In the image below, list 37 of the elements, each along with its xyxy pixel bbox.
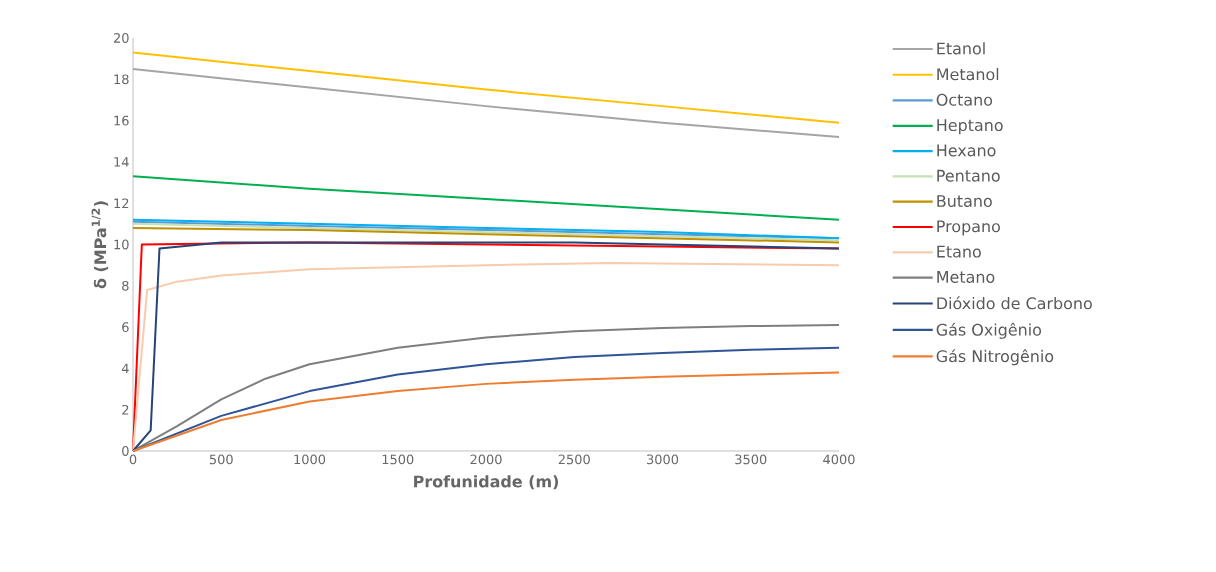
legend-label: Metano [937, 271, 995, 283]
legend-label: Dióxido de Carbono [937, 296, 1092, 310]
x-tick-label: 1500 [382, 454, 414, 465]
y-tick-label: 12 [114, 198, 129, 208]
line-series [132, 67, 841, 139]
y-tick-label: 4 [121, 363, 129, 374]
legend-label: Gás Nitrogênio [936, 349, 1054, 366]
line-series [132, 51, 841, 124]
legend-label: Etano [937, 245, 981, 258]
y-axis-title: δ (MPa$^{1/2}$) [91, 201, 109, 289]
y-tick-label: 20 [113, 33, 129, 43]
x-tick-label: 2500 [558, 454, 590, 465]
x-tick-label: 3000 [647, 454, 679, 465]
x-tick-label: 0 [129, 454, 137, 465]
y-tick-label: 8 [122, 280, 129, 291]
legend-label: Heptano [937, 119, 1003, 135]
legend-label: Hexano [937, 144, 996, 157]
legend-label: Metanol [937, 67, 999, 81]
legend-label: Gás Oxigênio [936, 322, 1042, 339]
legend-label: Etanol [937, 42, 985, 55]
x-tick-label: 2000 [470, 454, 502, 465]
y-tick-label: 2 [122, 404, 129, 415]
legend-label: Octano [936, 93, 993, 106]
x-tick-label: 500 [209, 454, 233, 465]
y-tick-label: 14 [114, 157, 129, 167]
x-tick-label: 3500 [735, 454, 767, 465]
legend-label: Butano [937, 195, 992, 207]
y-tick-label: 0 [122, 446, 129, 456]
x-tick-label: 1000 [294, 454, 326, 465]
y-tick-label: 6 [122, 322, 129, 332]
x-axis-title: Profunidade (m) [414, 475, 558, 490]
y-tick-label: 10 [114, 239, 129, 250]
legend-label: Pentano [937, 169, 1000, 182]
x-tick-label: 4000 [823, 454, 855, 465]
legend-label: Propano [937, 220, 1000, 236]
y-tick-label: 18 [114, 74, 129, 85]
y-tick-label: 16 [114, 115, 129, 126]
